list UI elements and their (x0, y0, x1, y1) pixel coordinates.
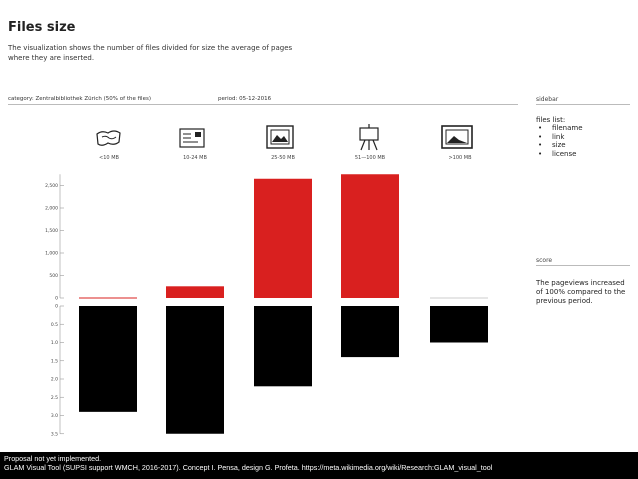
files-list-item[interactable]: size (536, 141, 583, 150)
y-tick-label: 2.0 (51, 377, 58, 383)
bar (79, 306, 137, 412)
landscape-frame-icon[interactable] (440, 124, 474, 150)
y-tick-label: 0 (55, 304, 58, 310)
y-tick-label: 3.0 (51, 413, 58, 419)
bar (166, 286, 224, 298)
page-subtitle: The visualization shows the number of fi… (8, 44, 293, 62)
y-tick-label: 500 (49, 273, 58, 279)
files-list-item[interactable]: link (536, 133, 583, 142)
category-label: 25-50 MB (271, 155, 295, 161)
caption-line: GLAM Visual Tool (SUPSI support WMCH, 20… (4, 463, 493, 472)
y-tick-label: 3.5 (51, 431, 58, 437)
category-label: >100 MB (448, 155, 472, 161)
category-label: 10-24 MB (183, 155, 207, 161)
sidebar-divider (536, 104, 630, 105)
y-tick-label: 0.5 (51, 322, 58, 328)
bar (254, 178, 312, 298)
y-tick-label: 1.5 (51, 358, 58, 364)
y-tick-label: 2.5 (51, 395, 58, 401)
y-tick-label: 1.0 (51, 340, 58, 346)
period-filter[interactable]: period: 05-12-2016 (218, 96, 272, 102)
sidebar-label: sidebar (536, 96, 559, 103)
files-size-chart: 2,500 2,000 1,500 1,000 500 0 0 0.5 1.0 1.5 2.0 2.5… (45, 174, 488, 437)
bar (341, 174, 399, 298)
filter-divider (8, 104, 518, 105)
y-tick-label: 1,000 (45, 251, 58, 257)
bar (254, 306, 312, 387)
category-label: <10 MB (99, 155, 119, 161)
files-list-title: files list: (536, 116, 566, 124)
framed-picture-icon[interactable] (265, 124, 295, 150)
bar (430, 306, 488, 343)
y-tick-label: 2,000 (45, 206, 58, 212)
slide-caption: Proposal not yet implemented. GLAM Visua… (0, 452, 638, 479)
bar (341, 306, 399, 358)
score-text: The pageviews increased of 100% compared… (536, 279, 626, 305)
category-filter[interactable]: category: Zentralbibliothek Zürich (50% … (8, 96, 151, 102)
easel-icon[interactable] (357, 123, 381, 151)
files-list-item[interactable]: license (536, 150, 583, 159)
map-icon[interactable] (94, 128, 124, 150)
category-label: 51—100 MB (354, 155, 386, 161)
files-list-item[interactable]: filename (536, 124, 583, 133)
y-tick-label: 0 (55, 296, 58, 302)
y-tick-label: 1,500 (45, 228, 58, 234)
caption-line: Proposal not yet implemented. (4, 454, 102, 463)
y-tick-label: 2,500 (45, 183, 58, 189)
score-divider (536, 265, 630, 266)
postcard-icon[interactable] (178, 126, 206, 150)
page-title: Files size (8, 20, 76, 35)
score-label: score (536, 257, 553, 264)
files-list: filename link size license (536, 124, 583, 158)
bar (166, 306, 224, 434)
